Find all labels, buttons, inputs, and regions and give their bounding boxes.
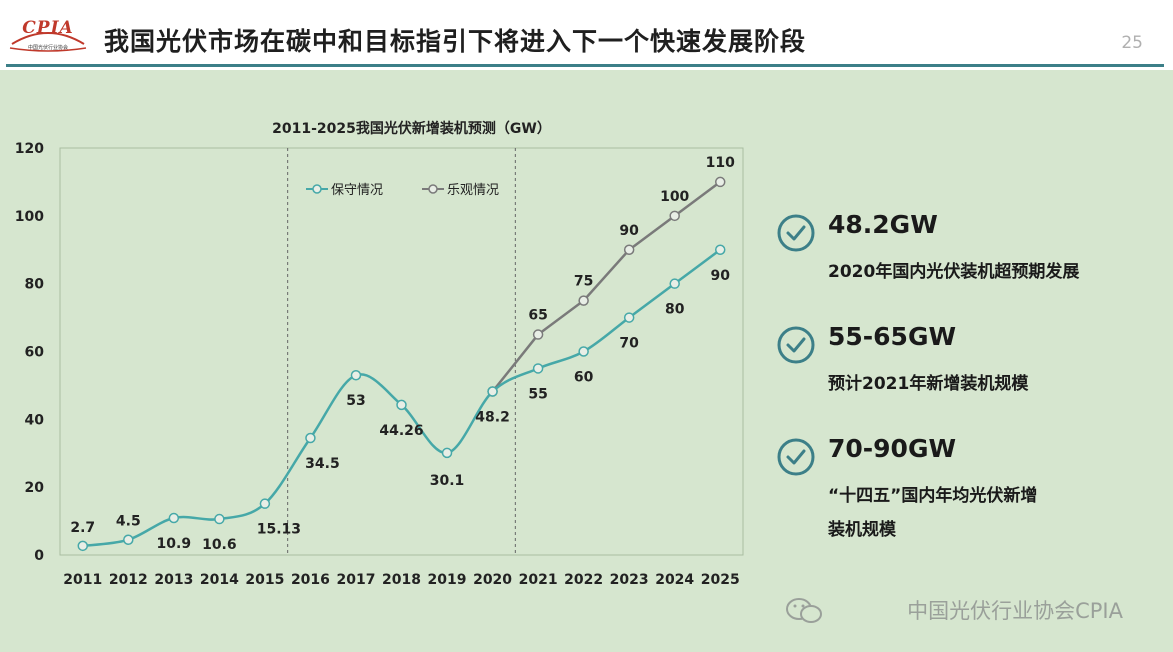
data-label-conservative: 90 [710, 268, 730, 284]
point-desc: 2020年国内光伏装机超预期发展 [828, 262, 1080, 282]
data-point-conservative [305, 432, 316, 444]
x-tick-label: 2012 [109, 572, 148, 588]
data-label-conservative: 55 [528, 386, 547, 402]
point-value: 55-65GW [828, 322, 957, 351]
data-label-conservative: 53 [346, 393, 365, 409]
check-icon [777, 326, 815, 364]
data-point-conservative [532, 363, 544, 374]
x-tick-label: 2018 [382, 572, 421, 588]
data-point-conservative [123, 534, 134, 545]
data-label-optimistic: 90 [619, 223, 639, 239]
point-value: 70-90GW [828, 434, 957, 463]
chart-title: 2011-2025我国光伏新增装机预测（GW） [272, 120, 551, 137]
data-label-conservative: 10.9 [157, 536, 192, 552]
x-tick-label: 2023 [610, 572, 649, 588]
legend-marker-conservative [312, 184, 322, 194]
data-point-optimistic [578, 295, 589, 306]
y-tick-label: 40 [25, 412, 45, 428]
x-tick-label: 2016 [291, 572, 330, 588]
data-label-conservative: 30.1 [430, 473, 465, 489]
point-value: 48.2GW [828, 210, 938, 239]
data-point-conservative [168, 512, 180, 524]
series-line-conservative [82, 248, 721, 548]
data-point-conservative [259, 498, 271, 509]
data-point-optimistic [669, 210, 680, 222]
data-label-conservative: 34.5 [305, 456, 340, 472]
data-point-optimistic [623, 244, 635, 255]
x-tick-label: 2024 [655, 572, 694, 588]
data-label-optimistic: 110 [706, 155, 735, 171]
logo-text: CPIA [22, 18, 74, 38]
data-label-conservative: 60 [574, 370, 594, 386]
y-tick-label: 0 [34, 548, 44, 564]
logo-arc-icon [9, 32, 87, 52]
y-tick-label: 80 [25, 277, 45, 293]
data-point-conservative [77, 540, 89, 552]
data-label-conservative: 4.5 [116, 514, 141, 530]
x-tick-label: 2013 [154, 572, 193, 588]
data-point-optimistic [532, 329, 544, 340]
y-tick-label: 120 [15, 141, 44, 157]
data-point-conservative [487, 386, 498, 397]
header: CPIA 中国光伏行业协会 我国光伏市场在碳中和目标指引下将进入下一个快速发展阶… [0, 0, 1173, 70]
data-label-optimistic: 100 [660, 189, 689, 205]
data-label-conservative: 48.2 [475, 410, 510, 426]
data-point-optimistic [714, 176, 726, 188]
x-tick-label: 2025 [701, 572, 740, 588]
check-icon [777, 214, 815, 252]
key-points: 48.2GW 2020年国内光伏装机超预期发展 55-65GW 预计2021年新… [776, 205, 1166, 541]
data-point-conservative [578, 346, 589, 357]
header-divider [6, 64, 1164, 67]
data-label-conservative: 80 [665, 302, 685, 318]
x-tick-label: 2015 [245, 572, 284, 588]
x-tick-label: 2020 [473, 572, 512, 588]
x-tick-label: 2014 [200, 572, 239, 588]
check-icon [777, 438, 815, 476]
data-point-conservative [396, 399, 407, 411]
y-tick-label: 60 [25, 345, 45, 361]
line-chart: 2011-2025我国光伏新增装机预测（GW） 0 20 40 60 80 100 120 20… [15, 120, 744, 588]
x-tick-label: 2022 [564, 572, 603, 588]
data-label-optimistic: 75 [574, 274, 593, 290]
data-point-conservative [441, 447, 453, 459]
point-desc: 预计2021年新增装机规模 [828, 374, 1029, 394]
data-label-conservative: 10.6 [202, 537, 237, 553]
page-number: 25 [1121, 33, 1143, 53]
footer-text: 中国光伏行业协会CPIA [907, 599, 1123, 623]
data-point-conservative [669, 278, 680, 289]
legend-label-conservative: 保守情况 [331, 183, 383, 198]
page-title: 我国光伏市场在碳中和目标指引下将进入下一个快速发展阶段 [104, 27, 807, 56]
logo-subtext: 中国光伏行业协会 [27, 45, 68, 51]
series-line-optimistic [491, 180, 721, 393]
data-point-conservative [714, 244, 726, 255]
key-point: 70-90GW “十四五”国内年均光伏新增 装机规模 [776, 429, 1166, 541]
x-tick-label: 2021 [519, 572, 558, 588]
y-tick-label: 20 [25, 480, 45, 496]
data-label-conservative: 70 [619, 336, 639, 352]
data-point-conservative [214, 513, 225, 525]
point-desc: “十四五”国内年均光伏新增 装机规模 [828, 486, 1038, 540]
wechat-icon [786, 598, 822, 623]
data-label-conservative: 2.7 [70, 520, 95, 536]
plot-frame [59, 147, 744, 556]
data-label-conservative: 44.26 [379, 423, 423, 439]
cpia-logo: CPIA 中国光伏行业协会 [8, 14, 88, 60]
y-tick-label: 100 [15, 209, 44, 225]
data-point-conservative [623, 312, 635, 323]
x-tick-label: 2019 [428, 572, 467, 588]
x-tick-label: 2017 [336, 572, 375, 588]
legend-label-optimistic: 乐观情况 [447, 183, 499, 198]
data-label-conservative: 15.13 [257, 522, 301, 538]
data-label-optimistic: 65 [528, 308, 547, 324]
x-tick-label: 2011 [63, 572, 102, 588]
key-point: 48.2GW 2020年国内光伏装机超预期发展 [776, 205, 1166, 317]
key-point: 55-65GW 预计2021年新增装机规模 [776, 317, 1166, 429]
data-point-conservative [350, 369, 362, 381]
legend-marker-optimistic [428, 184, 438, 194]
